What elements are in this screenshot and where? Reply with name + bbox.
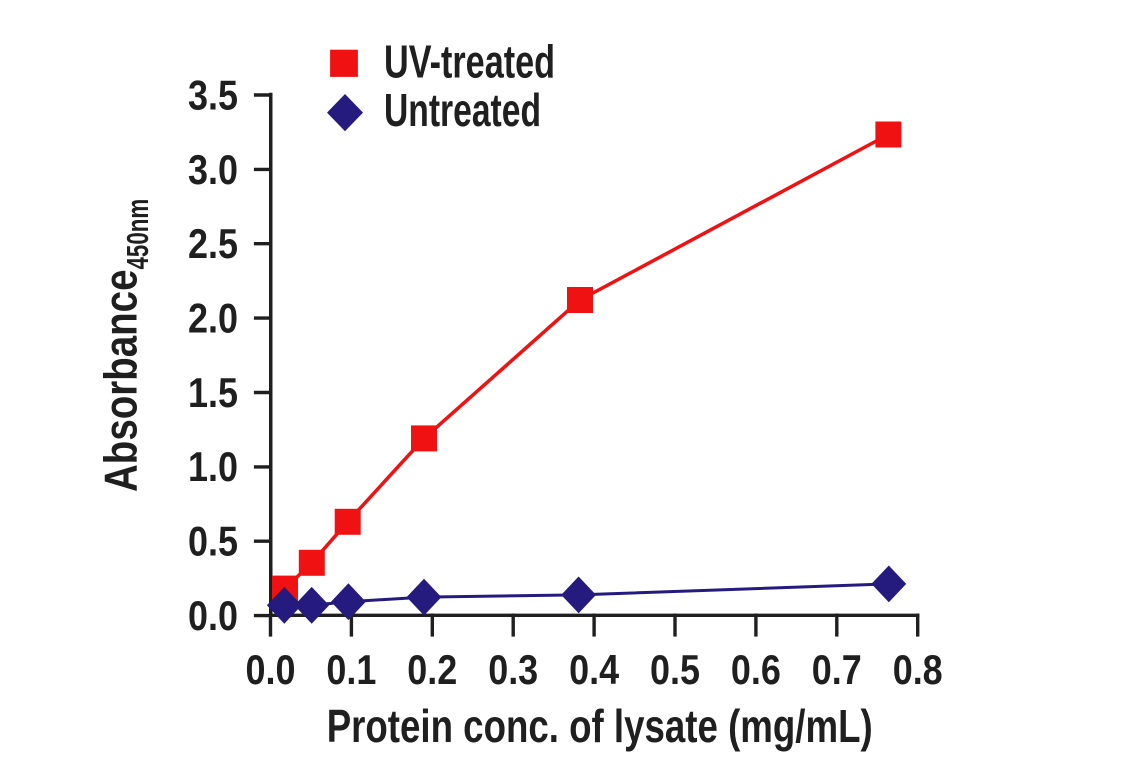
svg-text:0.0: 0.0 bbox=[188, 592, 238, 639]
svg-text:2.5: 2.5 bbox=[188, 220, 238, 267]
svg-text:0.2: 0.2 bbox=[407, 646, 457, 693]
svg-text:1.0: 1.0 bbox=[188, 443, 238, 490]
svg-text:1.5: 1.5 bbox=[188, 369, 238, 416]
svg-text:Protein conc. of lysate (mg/mL: Protein conc. of lysate (mg/mL) bbox=[327, 700, 873, 752]
svg-text:3.5: 3.5 bbox=[188, 71, 238, 118]
svg-text:0.8: 0.8 bbox=[893, 646, 943, 693]
svg-text:0.6: 0.6 bbox=[731, 646, 781, 693]
svg-text:0.1: 0.1 bbox=[326, 646, 376, 693]
svg-text:0.3: 0.3 bbox=[488, 646, 538, 693]
svg-text:Untreated: Untreated bbox=[384, 84, 541, 136]
svg-text:0.4: 0.4 bbox=[569, 646, 620, 693]
svg-text:3.0: 3.0 bbox=[188, 146, 238, 193]
svg-text:0.5: 0.5 bbox=[650, 646, 700, 693]
svg-text:0.0: 0.0 bbox=[246, 646, 296, 693]
svg-text:Absorbance450nm: Absorbance450nm bbox=[95, 199, 155, 492]
svg-text:0.5: 0.5 bbox=[188, 518, 238, 565]
svg-text:2.0: 2.0 bbox=[188, 295, 238, 342]
svg-text:UV-treated: UV-treated bbox=[384, 36, 555, 88]
svg-text:0.7: 0.7 bbox=[812, 646, 862, 693]
